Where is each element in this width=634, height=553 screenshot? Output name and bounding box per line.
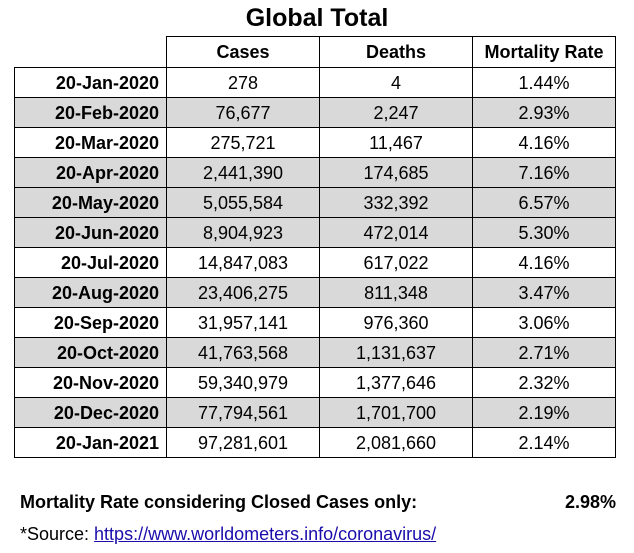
row-cases: 23,406,275 <box>166 277 320 308</box>
row-mortality-rate: 6.57% <box>472 187 616 218</box>
row-deaths: 472,014 <box>319 217 473 248</box>
row-mortality-rate: 2.19% <box>472 397 616 428</box>
row-date: 20-Jan-2020 <box>14 67 167 98</box>
row-cases: 41,763,568 <box>166 337 320 368</box>
table-row: 20-Jul-2020 14,847,083 617,022 4.16% <box>14 247 616 278</box>
table-row: 20-Jan-2021 97,281,601 2,081,660 2.14% <box>14 427 616 458</box>
row-mortality-rate: 1.44% <box>472 67 616 98</box>
table-header-row: Cases Deaths Mortality Rate <box>14 36 616 68</box>
closed-cases-summary: Mortality Rate considering Closed Cases … <box>20 490 618 514</box>
row-cases: 76,677 <box>166 97 320 128</box>
row-deaths: 1,701,700 <box>319 397 473 428</box>
row-deaths: 1,377,646 <box>319 367 473 398</box>
global-total-table: Cases Deaths Mortality Rate 20-Jan-2020 2… <box>14 36 616 458</box>
row-mortality-rate: 7.16% <box>472 157 616 188</box>
row-mortality-rate: 3.47% <box>472 277 616 308</box>
table-row: 20-Dec-2020 77,794,561 1,701,700 2.19% <box>14 397 616 428</box>
row-deaths: 11,467 <box>319 127 473 158</box>
table-row: 20-Nov-2020 59,340,979 1,377,646 2.32% <box>14 367 616 398</box>
table-row: 20-Apr-2020 2,441,390 174,685 7.16% <box>14 157 616 188</box>
table-row: 20-May-2020 5,055,584 332,392 6.57% <box>14 187 616 218</box>
row-mortality-rate: 4.16% <box>472 127 616 158</box>
table-body: Cases Deaths Mortality Rate 20-Jan-2020 2… <box>14 36 616 458</box>
header-cases: Cases <box>166 36 320 68</box>
closed-cases-value: 2.98% <box>564 492 616 512</box>
row-deaths: 811,348 <box>319 277 473 308</box>
source-line: *Source: https://www.worldometers.info/c… <box>20 522 436 546</box>
row-mortality-rate: 2.14% <box>472 427 616 458</box>
row-cases: 2,441,390 <box>166 157 320 188</box>
closed-cases-label: Mortality Rate considering Closed Cases … <box>20 492 418 512</box>
row-deaths: 2,081,660 <box>319 427 473 458</box>
row-cases: 59,340,979 <box>166 367 320 398</box>
row-cases: 77,794,561 <box>166 397 320 428</box>
row-date: 20-Dec-2020 <box>14 397 167 428</box>
row-mortality-rate: 5.30% <box>472 217 616 248</box>
row-deaths: 976,360 <box>319 307 473 338</box>
row-date: 20-May-2020 <box>14 187 167 218</box>
table-row: 20-Oct-2020 41,763,568 1,131,637 2.71% <box>14 337 616 368</box>
row-cases: 278 <box>166 67 320 98</box>
row-mortality-rate: 3.06% <box>472 307 616 338</box>
source-prefix: *Source: <box>20 524 95 544</box>
row-mortality-rate: 2.32% <box>472 367 616 398</box>
row-deaths: 4 <box>319 67 473 98</box>
row-date: 20-Jun-2020 <box>14 217 167 248</box>
row-mortality-rate: 2.93% <box>472 97 616 128</box>
row-mortality-rate: 2.71% <box>472 337 616 368</box>
header-mortality-rate: Mortality Rate <box>472 36 616 68</box>
row-cases: 5,055,584 <box>166 187 320 218</box>
table-row: 20-Mar-2020 275,721 11,467 4.16% <box>14 127 616 158</box>
row-date: 20-Aug-2020 <box>14 277 167 308</box>
row-cases: 97,281,601 <box>166 427 320 458</box>
row-cases: 31,957,141 <box>166 307 320 338</box>
row-deaths: 617,022 <box>319 247 473 278</box>
page-title: Global Total <box>245 4 389 32</box>
row-date: 20-Jan-2021 <box>14 427 167 458</box>
row-date: 20-Apr-2020 <box>14 157 167 188</box>
table-row: 20-Aug-2020 23,406,275 811,348 3.47% <box>14 277 616 308</box>
row-cases: 14,847,083 <box>166 247 320 278</box>
row-cases: 8,904,923 <box>166 217 320 248</box>
row-date: 20-Sep-2020 <box>14 307 167 338</box>
row-deaths: 2,247 <box>319 97 473 128</box>
row-date: 20-Jul-2020 <box>14 247 167 278</box>
header-empty-cell <box>14 36 167 68</box>
row-cases: 275,721 <box>166 127 320 158</box>
table-row: 20-Jan-2020 278 4 1.44% <box>14 67 616 98</box>
row-deaths: 332,392 <box>319 187 473 218</box>
table-row: 20-Sep-2020 31,957,141 976,360 3.06% <box>14 307 616 338</box>
row-date: 20-Feb-2020 <box>14 97 167 128</box>
source-link[interactable]: https://www.worldometers.info/coronaviru… <box>94 524 437 544</box>
row-deaths: 174,685 <box>319 157 473 188</box>
header-deaths: Deaths <box>319 36 473 68</box>
row-date: 20-Nov-2020 <box>14 367 167 398</box>
table-row: 20-Jun-2020 8,904,923 472,014 5.30% <box>14 217 616 248</box>
row-date: 20-Oct-2020 <box>14 337 167 368</box>
table-row: 20-Feb-2020 76,677 2,247 2.93% <box>14 97 616 128</box>
row-deaths: 1,131,637 <box>319 337 473 368</box>
row-mortality-rate: 4.16% <box>472 247 616 278</box>
row-date: 20-Mar-2020 <box>14 127 167 158</box>
